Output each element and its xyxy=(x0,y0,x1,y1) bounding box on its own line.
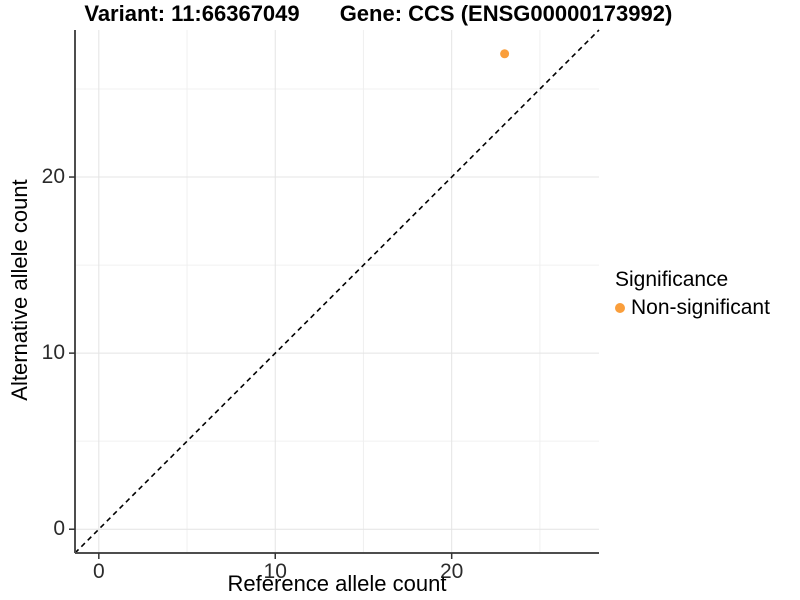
identity-dashed-line xyxy=(74,29,600,554)
plot-title-variant: Variant: 11:66367049 xyxy=(84,1,300,26)
legend-point-icon xyxy=(615,303,625,313)
x-tick-label: 10 xyxy=(263,560,287,583)
legend-entry-label: Non-significant xyxy=(631,296,770,319)
y-tick-label: 10 xyxy=(41,341,65,365)
y-tick-label: 0 xyxy=(53,517,65,541)
legend: Significance Non-significant xyxy=(615,268,770,320)
x-tick-label: 0 xyxy=(92,560,105,583)
x-tick-label: 20 xyxy=(439,560,464,583)
data-point xyxy=(500,49,510,59)
y-tick-label: 20 xyxy=(41,165,65,189)
x-axis-title: Reference allele count xyxy=(227,571,447,596)
legend-title: Significance xyxy=(615,268,729,291)
plot-title-gene: Gene: CCS (ENSG00000173992) xyxy=(339,1,673,26)
y-axis-title: Alternative allele count xyxy=(7,179,32,401)
legend-entry: Non-significant xyxy=(615,296,770,320)
